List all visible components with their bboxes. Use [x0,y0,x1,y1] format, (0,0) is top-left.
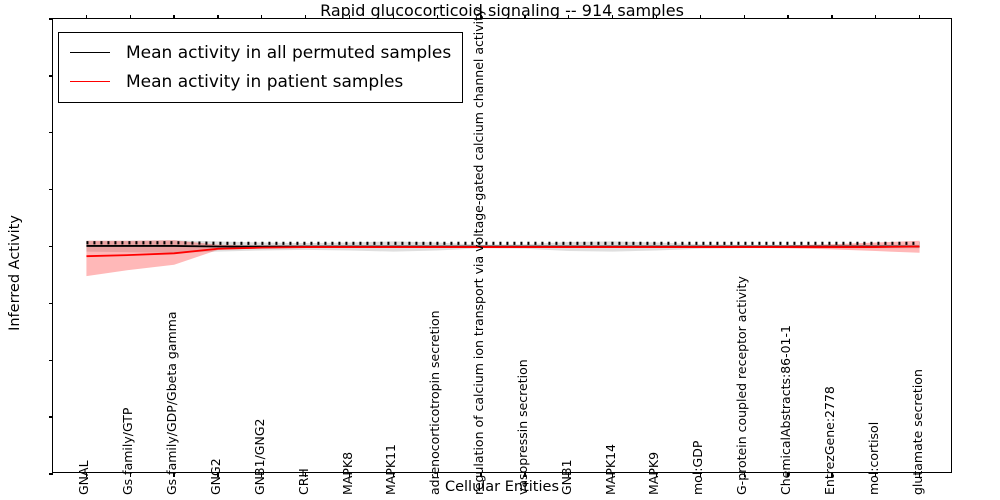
x-axis-tick-mark [261,14,263,19]
x-axis-tick-mark [918,472,921,477]
y-axis-tick-mark [48,132,53,134]
x-axis-tick-mark [392,472,395,477]
x-axis-tick-mark [261,472,263,477]
legend-item-permuted: Mean activity in all permuted samples [70,38,451,67]
x-axis-tick-mark [524,472,526,477]
legend-label-patient: Mean activity in patient samples [126,71,404,92]
x-axis-tick-mark [787,472,789,477]
x-axis-tick-label: ChemicalAbstracts:86-01-1 [778,325,794,495]
series-line [86,245,920,258]
x-axis-tick-mark [217,14,219,19]
chart-legend: Mean activity in all permuted samples Me… [58,32,464,103]
x-axis-tick-label: adrenocorticotropin secretion [427,310,443,495]
x-axis-tick-mark [787,14,789,19]
y-axis-tick-mark [48,359,53,361]
x-axis-tick-mark [85,14,88,19]
x-axis-tick-mark [568,14,570,19]
x-axis-tick-mark [524,14,526,19]
y-axis-tick-mark [48,416,53,418]
x-axis-tick-mark [480,14,482,19]
x-axis-tick-mark [348,472,351,477]
x-axis-tick-mark [129,472,131,477]
x-axis-tick-mark [129,14,131,19]
data-series-layer [86,240,920,277]
x-axis-tick-mark [918,14,921,19]
x-axis-tick-mark [611,14,614,19]
x-axis-tick-mark [699,472,701,477]
y-axis-tick-mark [48,245,53,248]
x-axis-tick-mark [611,472,614,477]
legend-item-patient: Mean activity in patient samples [70,67,451,96]
x-axis-tick-mark [831,14,833,19]
x-axis-tick-mark [480,472,482,477]
legend-label-permuted: Mean activity in all permuted samples [126,42,452,63]
x-axis-tick-mark [436,14,438,19]
x-axis-tick-mark [699,14,701,19]
x-axis-tick-mark [305,14,307,19]
legend-line-swatch-red [70,81,110,82]
x-axis-tick-label: regulation of calcium ion transport via … [471,8,487,495]
y-axis-label: Inferred Activity [7,215,23,331]
x-axis-tick-mark [743,14,745,19]
y-axis-tick-mark [48,302,53,305]
x-axis-tick-mark [436,472,438,477]
x-axis-tick-label: vasopressin secretion [514,359,530,495]
chart-title: Rapid glucocorticoid signaling -- 914 sa… [320,1,684,20]
x-axis-tick-label: G-protein coupled receptor activity [734,276,750,495]
x-axis-tick-mark [392,14,395,19]
x-axis-tick-mark [655,472,658,477]
y-axis-tick-mark [48,75,53,77]
x-axis-tick-mark [568,472,570,477]
x-axis-tick-mark [655,14,658,19]
x-axis-tick-mark [305,472,307,477]
series-marker-dots [86,241,920,245]
x-axis-tick-mark [875,14,877,19]
x-axis-tick-mark [831,472,833,477]
y-axis-tick-mark [48,188,53,191]
x-axis-tick-mark [875,472,877,477]
x-axis-tick-mark [173,472,175,477]
legend-line-swatch-black [70,52,110,53]
x-axis-tick-mark [85,472,88,477]
y-axis-tick-mark [48,18,53,20]
x-axis-tick-label: glutamate secretion [909,369,925,495]
x-axis-tick-mark [217,472,219,477]
x-axis-tick-label: Gs family/GDP/Gbeta gamma [164,311,180,495]
x-axis-tick-mark [743,472,745,477]
x-axis-tick-mark [348,14,351,19]
x-axis-label: Cellular Entities [444,479,560,495]
x-axis-tick-mark [173,14,175,19]
y-axis-tick-mark [48,473,53,475]
